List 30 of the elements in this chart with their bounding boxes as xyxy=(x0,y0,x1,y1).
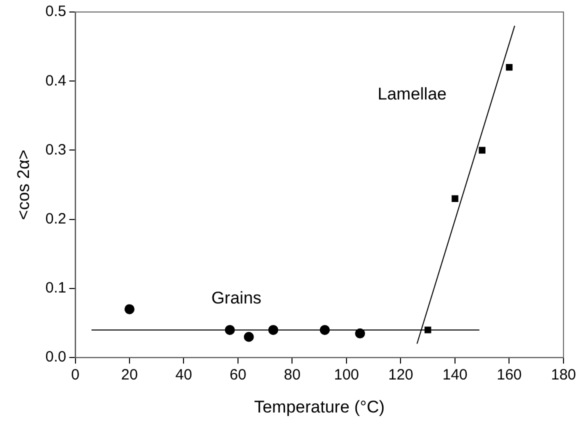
point xyxy=(355,328,366,338)
y-axis-title: <cos 2α> xyxy=(14,150,33,220)
point xyxy=(424,326,432,334)
x-tick-label: 140 xyxy=(442,366,468,384)
x-tick-label: 100 xyxy=(334,366,360,384)
x-tick-label: 80 xyxy=(284,366,301,384)
x-axis-title: Temperature (°C) xyxy=(254,397,385,416)
point xyxy=(224,324,235,335)
point xyxy=(244,332,254,342)
annotation: Lamellae xyxy=(378,84,447,104)
x-tick-label: 160 xyxy=(496,366,522,384)
point xyxy=(268,324,278,335)
x-tick-label: 40 xyxy=(175,366,192,384)
x-tick-label: 20 xyxy=(121,366,138,384)
y-tick-label: 0.2 xyxy=(45,210,66,228)
point xyxy=(320,324,330,335)
point xyxy=(478,146,486,154)
y-tick-label: 0.3 xyxy=(45,141,66,158)
point xyxy=(452,195,458,202)
y-tick-label: 0.4 xyxy=(45,72,66,90)
point xyxy=(124,304,134,314)
y-tick-label: 0.1 xyxy=(45,280,66,297)
y-tick-label: 0.5 xyxy=(45,3,66,20)
x-tick-label: 120 xyxy=(388,366,414,384)
point xyxy=(506,64,513,71)
x-tick-label: 180 xyxy=(550,366,576,384)
x-tick-label: 0 xyxy=(71,366,80,384)
x-tick-label: 60 xyxy=(230,366,246,384)
annotation: Grains xyxy=(211,288,262,308)
y-tick-label: 0.0 xyxy=(45,348,66,366)
